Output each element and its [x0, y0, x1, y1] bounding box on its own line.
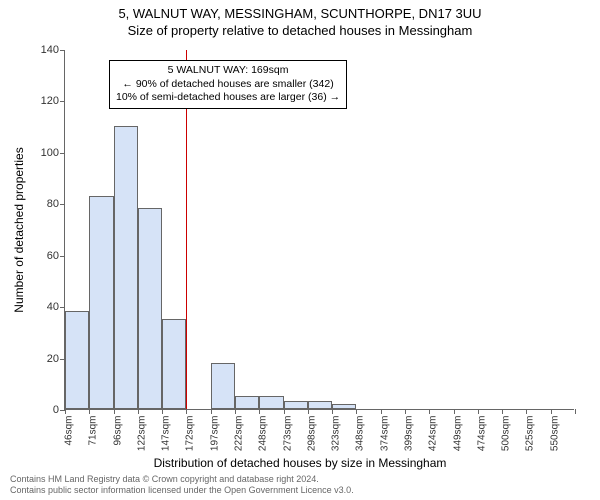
xtick-mark [138, 409, 139, 414]
xtick-mark [114, 409, 115, 414]
ytick-mark [60, 256, 65, 257]
footer-line-2: Contains public sector information licen… [10, 485, 354, 496]
ytick-label: 140 [25, 44, 59, 56]
xtick-mark [454, 409, 455, 414]
xtick-mark [575, 409, 576, 414]
xtick-mark [381, 409, 382, 414]
xtick-mark [284, 409, 285, 414]
xtick-mark [259, 409, 260, 414]
annotation-box: 5 WALNUT WAY: 169sqm← 90% of detached ho… [109, 60, 347, 109]
histogram-bar [162, 319, 186, 409]
footer-line-1: Contains HM Land Registry data © Crown c… [10, 474, 354, 485]
xtick-mark [235, 409, 236, 414]
title-line-2: Size of property relative to detached ho… [0, 23, 600, 40]
xtick-mark [356, 409, 357, 414]
xtick-mark [89, 409, 90, 414]
xtick-mark [502, 409, 503, 414]
xtick-mark [551, 409, 552, 414]
ytick-label: 20 [25, 353, 59, 365]
xtick-mark [526, 409, 527, 414]
histogram-bar [65, 311, 89, 409]
ytick-mark [60, 204, 65, 205]
histogram-bar [259, 396, 283, 409]
ytick-label: 100 [25, 147, 59, 159]
xtick-mark [429, 409, 430, 414]
plot-region: 02040608010012014046sqm71sqm96sqm122sqm1… [64, 50, 574, 410]
histogram-bar [284, 401, 308, 409]
ytick-label: 120 [25, 95, 59, 107]
ytick-mark [60, 50, 65, 51]
xtick-mark [211, 409, 212, 414]
ytick-label: 60 [25, 250, 59, 262]
histogram-bar [211, 363, 235, 409]
histogram-bar [114, 126, 138, 409]
histogram-bar [89, 196, 113, 409]
y-axis-label: Number of detached properties [12, 147, 26, 312]
annotation-line: ← 90% of detached houses are smaller (34… [116, 78, 340, 92]
xtick-mark [162, 409, 163, 414]
xtick-mark [65, 409, 66, 414]
histogram-bar [332, 404, 356, 409]
xtick-mark [478, 409, 479, 414]
ytick-label: 40 [25, 301, 59, 313]
xtick-mark [186, 409, 187, 414]
footer-attribution: Contains HM Land Registry data © Crown c… [10, 474, 354, 497]
chart-title-block: 5, WALNUT WAY, MESSINGHAM, SCUNTHORPE, D… [0, 0, 600, 40]
title-line-1: 5, WALNUT WAY, MESSINGHAM, SCUNTHORPE, D… [0, 6, 600, 23]
xtick-mark [332, 409, 333, 414]
ytick-mark [60, 307, 65, 308]
x-axis-label: Distribution of detached houses by size … [0, 456, 600, 470]
chart-area: 02040608010012014046sqm71sqm96sqm122sqm1… [64, 50, 574, 410]
ytick-mark [60, 101, 65, 102]
histogram-bar [235, 396, 259, 409]
xtick-mark [405, 409, 406, 414]
xtick-mark [308, 409, 309, 414]
histogram-bar [138, 208, 162, 409]
ytick-label: 80 [25, 198, 59, 210]
histogram-bar [308, 401, 332, 409]
ytick-label: 0 [25, 404, 59, 416]
annotation-line: 5 WALNUT WAY: 169sqm [116, 64, 340, 78]
ytick-mark [60, 153, 65, 154]
annotation-line: 10% of semi-detached houses are larger (… [116, 91, 340, 105]
